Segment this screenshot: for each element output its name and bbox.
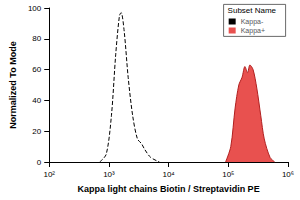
svg-text:60: 60 <box>32 65 41 74</box>
svg-text:10⁴: 10⁴ <box>162 170 175 179</box>
svg-text:10⁵: 10⁵ <box>222 170 234 179</box>
svg-text:Kappa light chains Biotin / St: Kappa light chains Biotin / Streptavidin… <box>78 184 260 194</box>
svg-text:10³: 10³ <box>103 170 115 179</box>
svg-text:Kappa+: Kappa+ <box>241 27 265 35</box>
svg-text:10²: 10² <box>43 170 55 179</box>
svg-text:Subset Name: Subset Name <box>228 6 277 15</box>
svg-text:0: 0 <box>37 158 42 167</box>
svg-text:Kappa-: Kappa- <box>241 18 264 26</box>
svg-text:80: 80 <box>32 34 41 43</box>
svg-text:100: 100 <box>28 4 42 13</box>
svg-text:10⁶: 10⁶ <box>282 170 294 179</box>
svg-text:20: 20 <box>32 127 41 136</box>
svg-text:Normalized To Mode: Normalized To Mode <box>8 41 18 128</box>
svg-text:40: 40 <box>32 96 41 105</box>
